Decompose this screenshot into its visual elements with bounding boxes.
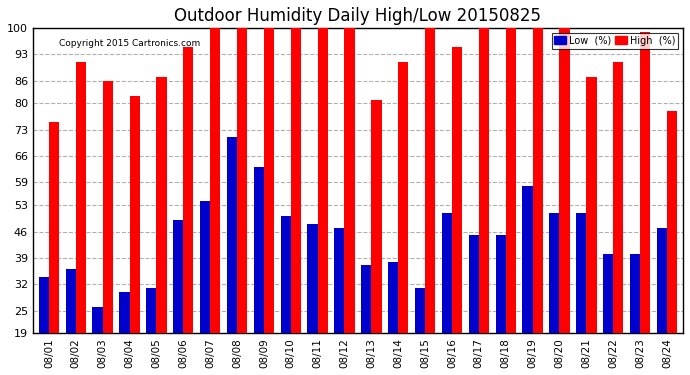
Bar bbox=[549, 213, 560, 375]
Bar bbox=[264, 28, 274, 375]
Bar bbox=[317, 28, 328, 375]
Bar bbox=[237, 28, 247, 375]
Bar bbox=[200, 201, 210, 375]
Bar bbox=[522, 186, 533, 375]
Bar bbox=[442, 213, 452, 375]
Bar bbox=[92, 307, 103, 375]
Bar bbox=[184, 47, 193, 375]
Bar bbox=[371, 99, 382, 375]
Bar bbox=[667, 111, 677, 375]
Bar bbox=[173, 220, 184, 375]
Bar bbox=[130, 96, 140, 375]
Bar bbox=[254, 167, 264, 375]
Bar bbox=[119, 292, 130, 375]
Bar bbox=[398, 62, 408, 375]
Bar bbox=[640, 32, 650, 375]
Bar bbox=[344, 28, 355, 375]
Bar bbox=[560, 28, 570, 375]
Bar bbox=[495, 235, 506, 375]
Bar bbox=[533, 28, 543, 375]
Bar bbox=[657, 228, 667, 375]
Bar bbox=[415, 288, 425, 375]
Bar bbox=[630, 254, 640, 375]
Bar bbox=[76, 62, 86, 375]
Bar bbox=[146, 288, 157, 375]
Bar bbox=[603, 254, 613, 375]
Bar bbox=[49, 122, 59, 375]
Bar bbox=[290, 28, 301, 375]
Bar bbox=[227, 137, 237, 375]
Bar bbox=[39, 277, 49, 375]
Bar bbox=[479, 28, 489, 375]
Bar bbox=[576, 213, 586, 375]
Bar bbox=[281, 216, 290, 375]
Bar bbox=[452, 47, 462, 375]
Bar bbox=[103, 81, 113, 375]
Bar bbox=[66, 269, 76, 375]
Title: Outdoor Humidity Daily High/Low 20150825: Outdoor Humidity Daily High/Low 20150825 bbox=[175, 7, 542, 25]
Bar bbox=[586, 77, 597, 375]
Bar bbox=[361, 266, 371, 375]
Bar bbox=[506, 28, 516, 375]
Bar bbox=[157, 77, 166, 375]
Bar bbox=[469, 235, 479, 375]
Bar bbox=[308, 224, 317, 375]
Bar bbox=[334, 228, 344, 375]
Bar bbox=[388, 262, 398, 375]
Bar bbox=[425, 28, 435, 375]
Bar bbox=[613, 62, 623, 375]
Legend: Low  (%), High  (%): Low (%), High (%) bbox=[551, 33, 678, 49]
Bar bbox=[210, 28, 220, 375]
Text: Copyright 2015 Cartronics.com: Copyright 2015 Cartronics.com bbox=[59, 39, 200, 48]
